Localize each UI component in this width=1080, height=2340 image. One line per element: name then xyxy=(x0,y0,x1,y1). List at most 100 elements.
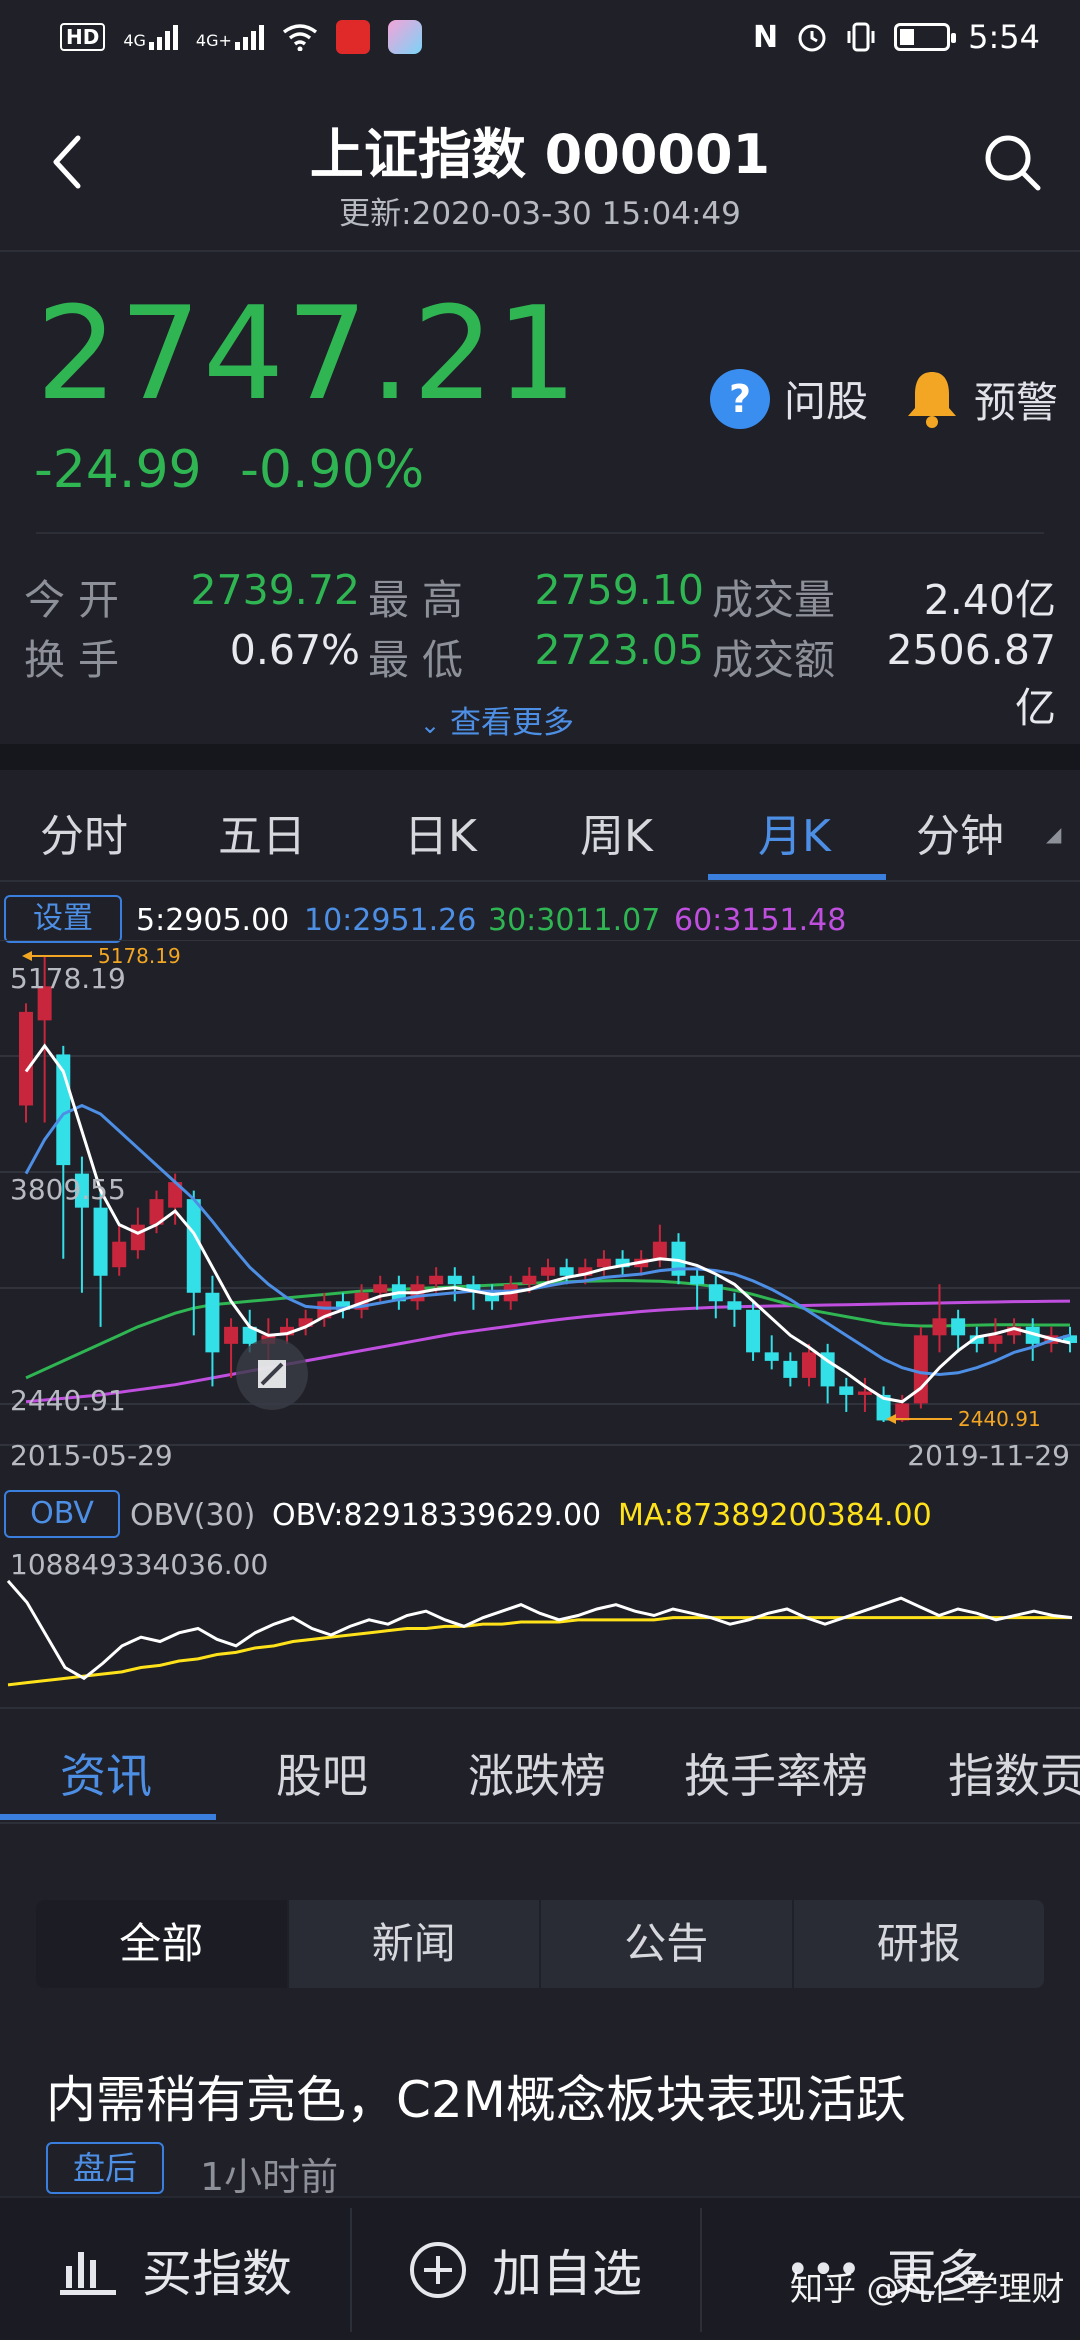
divider xyxy=(36,532,1044,534)
candle-body xyxy=(1063,1335,1077,1343)
turnover-label: 换 手 xyxy=(24,636,120,684)
status-bar: HD 4G 4G+ N 5:54 xyxy=(0,0,1080,80)
obv-chart[interactable]: 108849334036.00 xyxy=(0,1540,1080,1710)
more-button[interactable]: ••• 更多 xyxy=(786,2198,987,2340)
see-more-link[interactable]: ⌄ 查看更多 xyxy=(420,697,574,742)
candle-body xyxy=(764,1352,779,1361)
tab-daily-k[interactable]: 日K xyxy=(404,811,477,862)
candle-body xyxy=(242,1326,257,1344)
price-alert-label: 预警 xyxy=(974,377,1059,427)
low-value: 2723.05 xyxy=(534,626,704,674)
tab-five-day[interactable]: 五日 xyxy=(218,811,306,862)
candle-body xyxy=(802,1352,816,1378)
tab-monthly-k[interactable]: 月K xyxy=(758,811,831,862)
tab-gainers-losers[interactable]: 涨跌榜 xyxy=(468,1749,606,1803)
tab-turnover-rank[interactable]: 换手率榜 xyxy=(684,1749,868,1803)
obv-ma-value: MA:87389200384.00 xyxy=(618,1498,932,1533)
candle-body xyxy=(708,1284,723,1302)
news-headline[interactable]: 内需稍有亮色，C2M概念板块表现活跃 xyxy=(46,2071,906,2129)
ma60-path xyxy=(25,1299,1071,1404)
candle-body xyxy=(205,1292,220,1353)
candle-body xyxy=(988,1335,1003,1344)
price-alert-button[interactable]: 预警 xyxy=(904,368,1058,430)
buy-index-button[interactable]: 买指数 xyxy=(58,2198,292,2340)
bell-icon xyxy=(908,372,956,428)
chart-settings-button[interactable]: 设置 xyxy=(4,895,122,943)
filter-news[interactable]: 新闻 xyxy=(286,1900,540,1988)
candle-body xyxy=(857,1391,872,1395)
separator xyxy=(700,2208,702,2332)
tab-minute-chart[interactable]: 分时 xyxy=(40,811,128,862)
candle-body xyxy=(1025,1326,1040,1344)
ask-stock-button[interactable]: ? 问股 xyxy=(710,368,868,429)
vibrate-icon xyxy=(847,22,875,52)
tab-index-contribution[interactable]: 指数贡 xyxy=(948,1749,1080,1803)
ma10-value: 10:2951.26 xyxy=(304,903,477,938)
candle-body xyxy=(615,1258,630,1268)
obv-path xyxy=(6,1579,1073,1681)
ma60-value: 60:3151.48 xyxy=(674,903,847,938)
candle-body xyxy=(74,1173,89,1208)
candle-body xyxy=(596,1258,611,1268)
max-marker: 5178.19 xyxy=(22,944,181,968)
news-tag: 盘后 xyxy=(46,2142,164,2194)
ma10-path xyxy=(24,1103,1071,1376)
candle-body xyxy=(447,1275,462,1285)
candle-body xyxy=(783,1360,798,1378)
ma5-path xyxy=(24,1043,1071,1404)
kline-chart[interactable]: 5178.19 3809.55 2440.91 5178.19 2440.91 … xyxy=(0,940,1080,1480)
back-arrow-icon[interactable] xyxy=(40,132,100,192)
candle-body xyxy=(876,1394,891,1421)
search-icon[interactable] xyxy=(980,130,1044,194)
drawing-tool-button[interactable] xyxy=(236,1338,308,1410)
add-watchlist-button[interactable]: 加自选 xyxy=(408,2198,642,2340)
amount-label: 成交额 xyxy=(712,636,835,684)
candle-body xyxy=(112,1241,127,1268)
filter-all[interactable]: 全部 xyxy=(36,1900,287,1988)
candle-body xyxy=(186,1199,201,1293)
candle-body xyxy=(559,1267,574,1276)
y-axis-mid-label: 3809.55 xyxy=(10,1173,126,1206)
ma30-value: 30:3011.07 xyxy=(488,903,661,938)
more-label: 更多 xyxy=(886,2245,987,2303)
candle-body xyxy=(373,1284,388,1293)
divider xyxy=(0,250,1080,252)
candle-body xyxy=(969,1335,984,1344)
current-price: 2747.21 xyxy=(36,280,580,429)
nfc-icon: N xyxy=(753,19,779,55)
tab-weekly-k[interactable]: 周K xyxy=(580,811,653,862)
tab-news-info[interactable]: 资讯 xyxy=(60,1749,152,1803)
high-label: 最 高 xyxy=(368,576,464,624)
candle-body xyxy=(690,1275,705,1285)
buy-index-label: 买指数 xyxy=(142,2245,292,2303)
plus-circle-icon xyxy=(410,2242,466,2298)
filter-announcements[interactable]: 公告 xyxy=(539,1900,792,1988)
ma30-path xyxy=(25,1279,1070,1380)
more-dots-icon: ••• xyxy=(786,2247,863,2293)
x-axis-end-label: 2019-11-29 xyxy=(907,1439,1070,1472)
obv-value: OBV:82918339629.00 xyxy=(272,1498,602,1533)
candles xyxy=(19,956,1077,1422)
min-marker-label: 2440.91 xyxy=(958,1407,1041,1431)
min-marker: 2440.91 xyxy=(886,1407,1041,1431)
tab-forum[interactable]: 股吧 xyxy=(276,1749,368,1803)
candle-body xyxy=(19,1011,33,1106)
filter-research[interactable]: 研报 xyxy=(791,1900,1045,1988)
candle-body xyxy=(932,1318,947,1336)
candle-body xyxy=(895,1403,910,1421)
signal-icon: 4G+ xyxy=(196,24,264,50)
bank-app-icon xyxy=(335,20,370,54)
watermark: 知乎 @凡仁学理财 xyxy=(790,2269,1065,2308)
status-left: HD 4G 4G+ xyxy=(60,20,422,54)
obv-y-max-label: 108849334036.00 xyxy=(10,1548,268,1581)
candle-body xyxy=(485,1292,500,1302)
candle-body xyxy=(280,1326,294,1336)
indicator-switch-button[interactable]: OBV xyxy=(4,1490,120,1538)
open-label: 今 开 xyxy=(24,576,120,624)
divider xyxy=(0,1822,1080,1824)
low-label: 最 低 xyxy=(368,636,464,684)
change-percent: -0.90% xyxy=(240,440,425,500)
tab-minute-k[interactable]: 分钟 xyxy=(916,811,1004,862)
signal-label: 4G+ xyxy=(195,31,232,50)
triangle-icon: ◢ xyxy=(1046,822,1062,846)
